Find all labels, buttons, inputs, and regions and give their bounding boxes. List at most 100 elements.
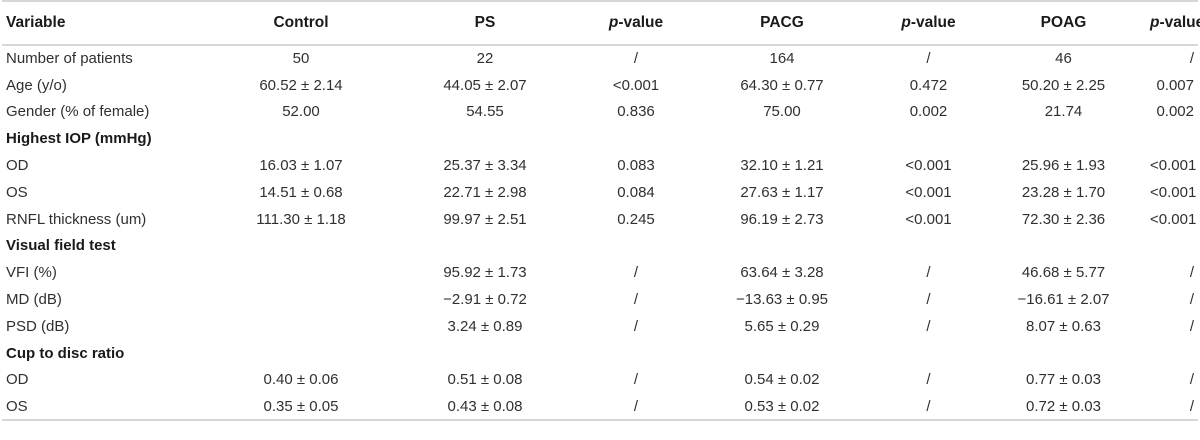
section-header-row: Cup to disc ratio xyxy=(2,340,1198,367)
table-row: OS 0.35 ± 0.05 0.43 ± 0.08/0.53 ± 0.02/0.7… xyxy=(2,393,1198,422)
header-variable: Variable xyxy=(2,0,216,46)
p-value-suffix: -value xyxy=(1159,14,1200,31)
p-value-cell: 0.083 xyxy=(617,157,655,175)
ps-cell: 0.43 ± 0.08 xyxy=(386,393,584,422)
table-row: PSD (dB) 3.24 ± 0.89 / 5.65 ± 0.29 / 8.07 ± 0… xyxy=(2,313,1198,340)
control-cell: 14.51 ± 0.68 xyxy=(259,183,343,201)
pacg-cell: 27.63 ± 1.17 xyxy=(740,183,824,201)
p-value-cell: / xyxy=(1189,317,1194,335)
table-row: Number of patients 50 22 / 164 / 46 / xyxy=(2,45,1198,72)
p-value-cell: <0.001 xyxy=(1150,210,1197,228)
p-italic: p xyxy=(608,14,619,31)
p-value-cell: 0.084 xyxy=(617,183,655,201)
p-value-cell: 0.472 xyxy=(909,76,948,94)
clinical-data-table: Variable Control PS p-value PACG p-value… xyxy=(2,0,1200,422)
header-p-value-poag: p-value xyxy=(1146,0,1200,46)
p-value-cell: / xyxy=(926,291,931,309)
ps-cell: 22.71 ± 2.98 xyxy=(443,183,527,201)
ps-cell: 99.97 ± 2.51 xyxy=(443,210,527,228)
poag-cell: 46 xyxy=(1055,50,1072,68)
p-value-cell: <0.001 xyxy=(905,210,952,228)
p-value-cell: / xyxy=(926,317,931,335)
p-value-cell: / xyxy=(633,291,639,309)
ps-cell: −2.91 ± 0.72 xyxy=(443,291,527,309)
poag-cell: 50.20 ± 2.25 xyxy=(1021,76,1106,94)
variable-cell: OD xyxy=(6,371,29,389)
table-row: MD (dB) −2.91 ± 0.72 / −13.63 ± 0.95 / −16.61… xyxy=(2,286,1198,313)
p-value-cell: / xyxy=(1189,264,1194,282)
table-body: Number of patients 50 22 / 164 / 46 / Age (y/o) 6… xyxy=(2,45,1198,422)
p-value-cell: 0.007 xyxy=(1156,76,1194,94)
header-p-value-ps: p-value xyxy=(584,0,688,46)
header-poag: POAG xyxy=(981,0,1146,46)
p-value-cell: <0.001 xyxy=(905,183,952,201)
pacg-cell: 63.64 ± 3.28 xyxy=(740,264,824,282)
p-italic: p xyxy=(1150,14,1160,31)
poag-cell: 25.96 ± 1.93 xyxy=(1021,157,1106,175)
poag-cell: −16.61 ± 2.07 xyxy=(1017,291,1110,309)
p-value-cell: / xyxy=(633,50,639,68)
pacg-cell: 75.00 xyxy=(763,103,801,121)
poag-cell: 23.28 ± 1.70 xyxy=(1021,183,1106,201)
control-cell: 0.40 ± 0.06 xyxy=(263,371,339,389)
p-value-cell: / xyxy=(1189,291,1194,309)
pacg-cell: 32.10 ± 1.21 xyxy=(740,157,824,175)
pacg-cell: 0.54 ± 0.02 xyxy=(744,371,820,389)
ps-cell: 22 xyxy=(476,50,494,68)
p-value-cell: / xyxy=(926,50,931,68)
section-label: Cup to disc ratio xyxy=(6,344,125,362)
ps-cell: 54.55 xyxy=(466,103,504,121)
table-row: OD 0.40 ± 0.06 0.51 ± 0.08 / 0.54 ± 0.02 / 0.7… xyxy=(2,367,1198,394)
table-row: VFI (%) 95.92 ± 1.73 / 63.64 ± 3.28 / 46.68 ±… xyxy=(2,259,1198,286)
pacg-cell: 164 xyxy=(769,50,795,68)
table-header-row: Variable Control PS p-value PACG p-value… xyxy=(2,0,1200,46)
control-cell: 50 xyxy=(292,50,310,68)
table-row: OD 16.03 ± 1.07 25.37 ± 3.34 0.083 32.10 ± 1… xyxy=(2,152,1198,179)
p-value-cell: / xyxy=(1189,371,1194,389)
p-value-cell: / xyxy=(633,264,639,282)
poag-cell: 72.30 ± 2.36 xyxy=(1021,210,1106,228)
p-value-suffix: -value xyxy=(618,14,664,31)
control-cell: 111.30 ± 1.18 xyxy=(256,210,346,228)
ps-cell: 0.51 ± 0.08 xyxy=(447,371,523,389)
ps-cell: 95.92 ± 1.73 xyxy=(443,264,527,282)
control-cell: 16.03 ± 1.07 xyxy=(259,157,343,175)
pacg-cell: −13.63 ± 0.95 xyxy=(735,291,829,309)
p-value-cell: <0.001 xyxy=(1150,183,1197,201)
table-row: OS 14.51 ± 0.68 22.71 ± 2.98 0.084 27.63 ± 1… xyxy=(2,179,1198,206)
table-row: RNFL thickness (um) 111.30 ± 1.18 99.97 ± … xyxy=(2,206,1198,233)
section-header-row: Visual field test xyxy=(2,233,1198,260)
p-value-cell: / xyxy=(926,264,931,282)
variable-cell: PSD (dB) xyxy=(6,317,70,335)
table-row: Gender (% of female) 52.00 54.55 0.836 75.00… xyxy=(2,99,1198,126)
pacg-cell: 96.19 ± 2.73 xyxy=(740,210,824,228)
control-cell: 0.35 ± 0.05 xyxy=(216,393,386,422)
control-cell: 52.00 xyxy=(282,103,320,121)
section-header-row: Highest IOP (mmHg) xyxy=(2,125,1198,152)
p-value-cell: / xyxy=(1189,50,1194,68)
variable-cell: OS xyxy=(6,183,28,201)
p-value-cell: / xyxy=(633,317,639,335)
p-value-suffix: -value xyxy=(910,14,956,31)
ps-cell: 44.05 ± 2.07 xyxy=(443,76,527,94)
pacg-cell: 0.53 ± 0.02 xyxy=(688,393,876,422)
variable-cell: Age (y/o) xyxy=(6,76,67,94)
variable-cell: Number of patients xyxy=(6,50,133,68)
poag-cell: 8.07 ± 0.63 xyxy=(1026,317,1101,335)
section-label: Visual field test xyxy=(6,237,116,255)
p-value-cell: <0.001 xyxy=(1150,157,1197,175)
header-ps: PS xyxy=(386,0,584,46)
p-italic: p xyxy=(901,14,911,31)
p-value-cell: / xyxy=(1146,393,1198,422)
header-pacg: PACG xyxy=(688,0,876,46)
p-value-cell: <0.001 xyxy=(612,76,660,94)
p-value-cell: 0.245 xyxy=(617,210,655,228)
control-cell xyxy=(216,313,386,340)
p-value-cell: / xyxy=(876,393,981,422)
table-row: Age (y/o) 60.52 ± 2.14 44.05 ± 2.07 <0.001 6… xyxy=(2,72,1198,99)
p-value-cell: / xyxy=(926,371,931,389)
variable-cell: VFI (%) xyxy=(6,264,57,282)
ps-cell: 3.24 ± 0.89 xyxy=(447,317,523,335)
ps-cell: 25.37 ± 3.34 xyxy=(443,157,527,175)
